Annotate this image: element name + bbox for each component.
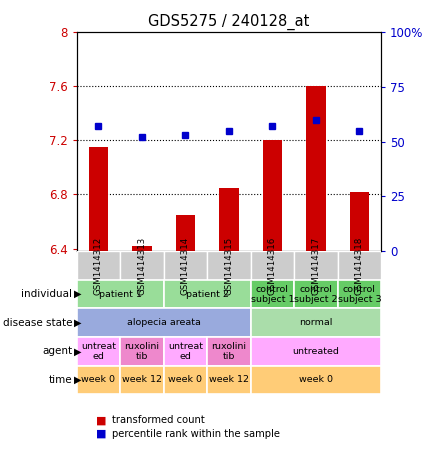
Bar	[88, 147, 108, 251]
Bar	[251, 366, 381, 394]
Bar	[120, 337, 164, 366]
Text: time: time	[49, 375, 72, 385]
Text: untreat
ed: untreat ed	[168, 342, 203, 361]
Bar	[132, 246, 152, 251]
Text: percentile rank within the sample: percentile rank within the sample	[112, 429, 280, 439]
Text: alopecia areata: alopecia areata	[127, 318, 201, 327]
Bar	[120, 251, 164, 280]
Text: ■: ■	[96, 429, 107, 439]
Text: GSM1414318: GSM1414318	[355, 236, 364, 295]
Bar	[176, 215, 195, 251]
Bar	[77, 337, 120, 366]
Text: untreated: untreated	[293, 347, 339, 356]
Bar	[219, 188, 239, 251]
Text: GSM1414313: GSM1414313	[138, 236, 146, 295]
Text: GSM1414315: GSM1414315	[224, 236, 233, 295]
Text: patient 2: patient 2	[186, 290, 229, 299]
Text: week 0: week 0	[299, 376, 333, 384]
Bar	[294, 280, 338, 308]
Text: normal: normal	[299, 318, 332, 327]
Text: GSM1414317: GSM1414317	[311, 236, 320, 295]
Text: ■: ■	[96, 415, 107, 425]
Text: week 0: week 0	[81, 376, 115, 384]
Text: ▶: ▶	[74, 375, 82, 385]
Bar	[251, 308, 381, 337]
Text: individual: individual	[21, 289, 72, 299]
Text: control
subject 1: control subject 1	[251, 284, 294, 304]
Bar	[164, 280, 251, 308]
Bar	[262, 140, 282, 251]
Bar	[77, 308, 251, 337]
Bar	[294, 251, 338, 280]
Text: agent: agent	[42, 346, 72, 357]
Text: control
subject 2: control subject 2	[294, 284, 338, 304]
Text: GSM1414316: GSM1414316	[268, 236, 277, 295]
Bar	[164, 366, 207, 394]
Bar	[207, 366, 251, 394]
Text: week 0: week 0	[168, 376, 202, 384]
Text: ▶: ▶	[74, 346, 82, 357]
Bar	[164, 251, 207, 280]
Bar	[207, 251, 251, 280]
Text: GSM1414314: GSM1414314	[181, 236, 190, 295]
Bar	[251, 337, 381, 366]
Bar	[77, 251, 120, 280]
Text: ▶: ▶	[74, 318, 82, 328]
Text: patient 1: patient 1	[99, 290, 141, 299]
Bar	[77, 280, 164, 308]
Bar	[207, 337, 251, 366]
Text: untreat
ed: untreat ed	[81, 342, 116, 361]
Bar	[77, 366, 120, 394]
Bar	[338, 280, 381, 308]
Text: week 12: week 12	[209, 376, 249, 384]
Text: transformed count: transformed count	[112, 415, 205, 425]
Text: control
subject 3: control subject 3	[338, 284, 381, 304]
Text: ruxolini
tib: ruxolini tib	[212, 342, 246, 361]
Bar	[338, 251, 381, 280]
Text: week 12: week 12	[122, 376, 162, 384]
Text: GSM1414312: GSM1414312	[94, 236, 103, 295]
Bar	[164, 337, 207, 366]
Bar	[350, 192, 369, 251]
Title: GDS5275 / 240128_at: GDS5275 / 240128_at	[148, 14, 310, 30]
Text: disease state: disease state	[3, 318, 72, 328]
Text: ▶: ▶	[74, 289, 82, 299]
Bar	[251, 280, 294, 308]
Bar	[251, 251, 294, 280]
Bar	[120, 366, 164, 394]
Text: ruxolini
tib: ruxolini tib	[124, 342, 159, 361]
Bar	[306, 86, 325, 251]
